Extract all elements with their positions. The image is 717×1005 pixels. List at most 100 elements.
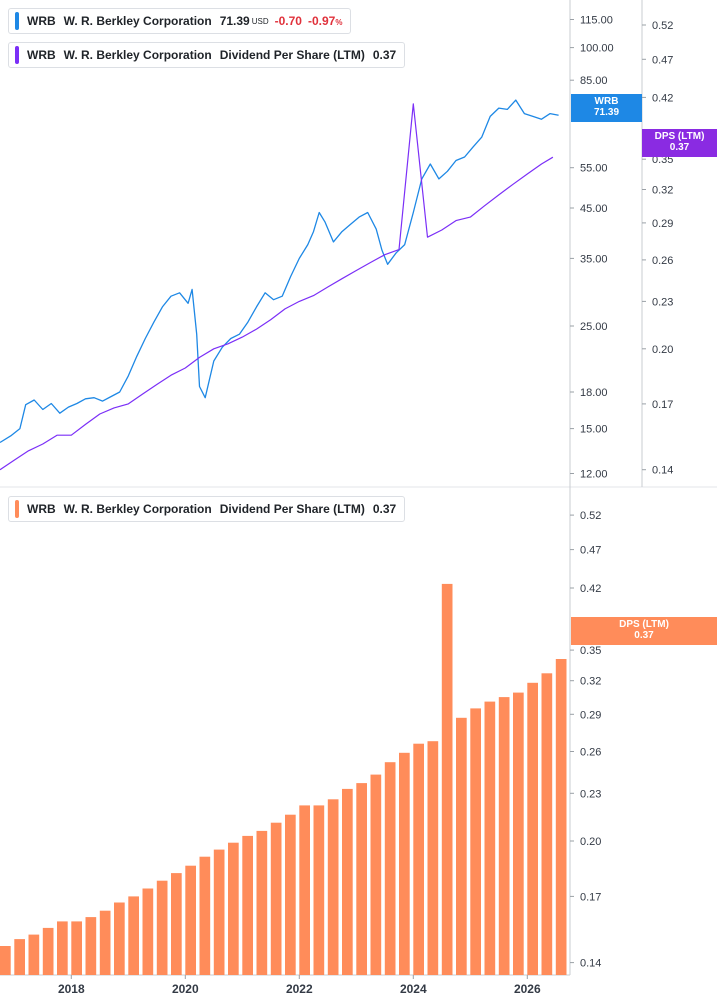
- dps-bar: [0, 946, 11, 975]
- price-tick-label: 35.00: [580, 253, 608, 265]
- price-badge-value: 71.39: [593, 107, 620, 118]
- dps-bar: [399, 752, 410, 975]
- price-tick-label: 85.00: [580, 75, 608, 87]
- dps-bottom-tick-label: 0.32: [580, 676, 601, 688]
- dps-bars-layer: [0, 583, 567, 975]
- x-tick-label: 2018: [58, 982, 85, 996]
- dps-bar: [114, 902, 125, 975]
- dps-bottom-tick-label: 0.47: [580, 545, 601, 557]
- price-badge-ticker: WRB: [594, 96, 619, 107]
- dps-badge-bottom: DPS (LTM) 0.37: [571, 617, 717, 645]
- legend-dps-bottom-swatch: [15, 500, 19, 518]
- dps-bar: [356, 783, 367, 975]
- price-tick-label: 55.00: [580, 163, 608, 175]
- price-tick-label: 25.00: [580, 321, 608, 333]
- dps-badge-bottom-value: 0.37: [634, 630, 654, 641]
- dps-bar: [71, 921, 82, 975]
- dps-top-tick-label: 0.32: [652, 185, 673, 197]
- dps-bar: [228, 842, 239, 975]
- dps-bar: [498, 697, 510, 975]
- dps-top-tick-label: 0.52: [652, 20, 673, 32]
- x-axis-ticks: 2018 2020 2022 2024 2026: [58, 975, 541, 996]
- price-tick-label: 15.00: [580, 424, 608, 436]
- legend-dps-top-company: W. R. Berkley Corporation: [63, 48, 212, 62]
- legend-dps-top-ticker: WRB: [27, 48, 56, 62]
- dps-bar: [384, 762, 396, 975]
- legend-price-value: 71.39: [219, 14, 250, 28]
- legend-price[interactable]: WRB W. R. Berkley Corporation 71.39 USD …: [8, 8, 352, 34]
- dps-bar: [484, 701, 496, 975]
- dps-badge-top: DPS (LTM) 0.37: [642, 129, 717, 157]
- dps-top-tick-label: 0.20: [652, 344, 673, 356]
- legend-dps-bottom-metric: Dividend Per Share (LTM): [219, 502, 365, 516]
- dps-badge-top-label: DPS (LTM): [654, 131, 705, 142]
- legend-dps-bottom-value: 0.37: [372, 502, 397, 516]
- x-tick-label: 2020: [172, 982, 199, 996]
- legend-price-swatch: [15, 12, 19, 30]
- price-tick-label: 115.00: [580, 15, 613, 27]
- dps-top-tick-label: 0.29: [652, 218, 673, 230]
- dps-bar: [285, 814, 296, 975]
- dps-bar: [128, 896, 139, 975]
- dps-bar: [413, 743, 424, 975]
- dps-bottom-tick-label: 0.14: [580, 958, 601, 970]
- price-tick-label: 18.00: [580, 387, 608, 399]
- dps-bar: [213, 849, 225, 975]
- dps-bar: [256, 830, 268, 975]
- dps-bar: [555, 659, 567, 975]
- dps-bar: [299, 805, 310, 975]
- dps-bottom-tick-label: 0.20: [580, 836, 601, 848]
- legend-price-company: W. R. Berkley Corporation: [63, 14, 212, 28]
- dps-bar: [342, 788, 353, 975]
- x-tick-label: 2026: [514, 982, 541, 996]
- dps-badge-bottom-label: DPS (LTM): [619, 619, 669, 630]
- legend-price-change-pct: -0.97%: [308, 14, 342, 28]
- dps-top-tick-label: 0.47: [652, 54, 673, 66]
- legend-price-ticker: WRB: [27, 14, 56, 28]
- dps-bar: [57, 921, 68, 975]
- legend-price-unit: USD: [251, 16, 269, 26]
- legend-dps-bottom-ticker: WRB: [27, 502, 56, 516]
- lines-layer: [0, 99, 559, 471]
- dps-bar: [85, 917, 97, 975]
- dps-bar: [441, 583, 453, 975]
- dps-bottom-tick-label: 0.17: [580, 891, 601, 903]
- dps-bar: [327, 799, 339, 975]
- dps-bar: [370, 774, 382, 975]
- dps-bottom-tick-label: 0.23: [580, 788, 601, 800]
- dps-bar: [156, 880, 168, 975]
- dps-bar: [14, 939, 25, 975]
- dps-top-tick-label: 0.26: [652, 255, 673, 267]
- dps-top-tick-label: 0.23: [652, 296, 673, 308]
- dps-bar: [99, 910, 111, 975]
- price-tick-label: 100.00: [580, 43, 614, 55]
- price-series-line: [0, 99, 559, 444]
- dps-bar: [427, 741, 439, 975]
- legend-dps-bottom[interactable]: WRB W. R. Berkley Corporation Dividend P…: [8, 496, 406, 522]
- dps-bottom-tick-label: 0.42: [580, 583, 601, 595]
- legend-dps-bottom-company: W. R. Berkley Corporation: [63, 502, 212, 516]
- dps-bar: [313, 805, 325, 975]
- dps-top-tick-label: 0.17: [652, 399, 673, 411]
- price-tick-label: 12.00: [580, 469, 608, 481]
- legend-dps-top[interactable]: WRB W. R. Berkley Corporation Dividend P…: [8, 42, 406, 68]
- dps-bar: [199, 856, 211, 975]
- dps-axis-ticks-bottom: 0.14 0.17 0.20 0.23 0.26 0.29 0.32 0.35 0.42 0.47…: [570, 510, 601, 970]
- legend-price-change-pct-value: -0.97: [307, 14, 336, 28]
- dps-bar: [541, 673, 553, 975]
- dps-axis-ticks-top: 0.14 0.17 0.20 0.23 0.26 0.29 0.32 0.35 0.42 0.47…: [642, 20, 673, 477]
- dps-bar: [456, 717, 467, 975]
- legend-price-pct-sign: %: [335, 18, 343, 27]
- dps-bar: [242, 835, 253, 975]
- dps-bar: [527, 682, 538, 975]
- dps-bar: [42, 927, 54, 975]
- dps-bar: [171, 873, 182, 975]
- dps-badge-top-value: 0.37: [669, 142, 690, 153]
- legend-dps-top-metric: Dividend Per Share (LTM): [219, 48, 365, 62]
- dps-bottom-tick-label: 0.26: [580, 747, 601, 759]
- legend-dps-top-swatch: [15, 46, 19, 64]
- dps-bar: [28, 934, 40, 975]
- dps-bottom-tick-label: 0.52: [580, 510, 601, 522]
- x-tick-label: 2024: [400, 982, 427, 996]
